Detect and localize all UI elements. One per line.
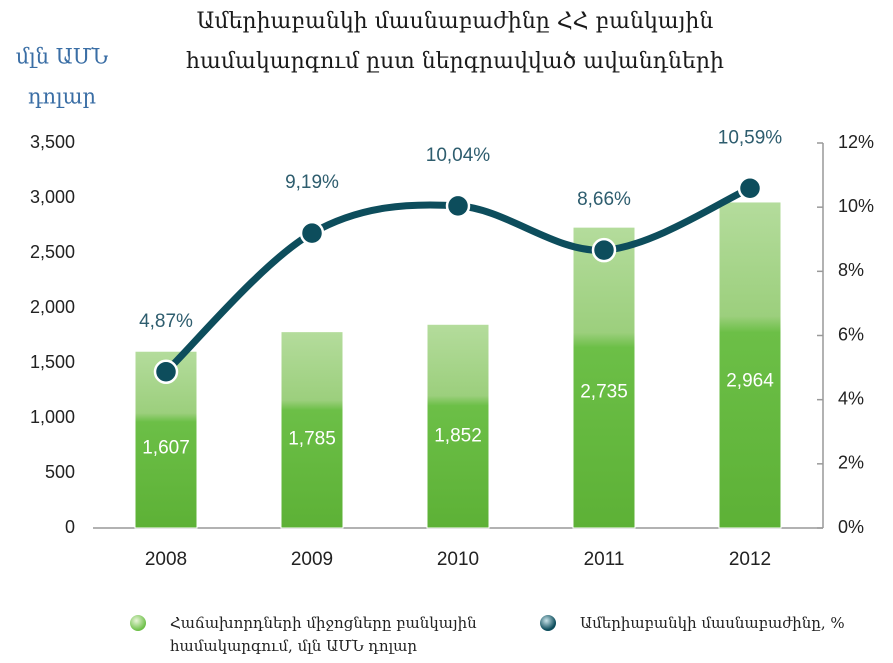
y2-tick-label: 12% — [838, 132, 874, 152]
y-axis-label: մլն ԱՄՆ — [16, 45, 109, 69]
line-marker — [445, 193, 471, 219]
legend-item: Հաճախորդների միջոցները բանկային համակարգ… — [130, 612, 510, 658]
y-tick-label: 1,000 — [30, 407, 75, 427]
bar — [718, 201, 782, 529]
x-tick-label: 2011 — [584, 549, 625, 570]
line-value-label: 10,04% — [426, 145, 491, 166]
bar — [426, 323, 490, 529]
x-tick-label: 2010 — [437, 549, 479, 570]
chart-title: համակարգում ըստ ներգրավված ավանդների — [186, 49, 724, 74]
line-marker — [299, 220, 325, 246]
line-value-label: 9,19% — [285, 172, 339, 193]
bar-value-label: 2,964 — [726, 370, 774, 391]
y2-tick-label: 6% — [838, 324, 864, 344]
line-value-label: 10,59% — [718, 127, 783, 148]
legend-label: Հաճախորդների միջոցները բանկային համակարգ… — [170, 614, 477, 655]
x-tick-label: 2009 — [291, 549, 333, 570]
line-marker — [591, 237, 617, 263]
y-tick-label: 2,000 — [30, 297, 75, 317]
line-value-label: 8,66% — [577, 189, 631, 210]
bar-value-label: 1,785 — [288, 429, 336, 450]
legend-item: Ամերիաբանկի մասնաբաժինը, % — [540, 612, 880, 635]
bar-value-label: 1,852 — [434, 425, 482, 446]
y-axis-label: դոլար — [28, 85, 96, 109]
chart: Ամերիաբանկի մասնաբաժինը ՀՀ բանկային համա… — [16, 9, 874, 570]
line-marker — [737, 175, 763, 201]
x-tick-label: 2012 — [729, 549, 771, 570]
bar — [572, 226, 636, 529]
line-marker — [153, 359, 179, 385]
y2-tick-label: 4% — [838, 388, 864, 408]
y-tick-label: 500 — [45, 462, 75, 482]
y2-tick-label: 10% — [838, 196, 874, 216]
legend-swatch — [130, 615, 146, 631]
y-tick-label: 0 — [65, 517, 75, 537]
y-tick-label: 3,000 — [30, 187, 75, 207]
y-tick-label: 3,500 — [30, 132, 75, 152]
bar-value-label: 1,607 — [142, 437, 190, 458]
chart-title: Ամերիաբանկի մասնաբաժինը ՀՀ բանկային — [197, 9, 714, 34]
line-value-label: 4,87% — [139, 311, 193, 332]
y-tick-label: 1,500 — [30, 352, 75, 372]
y2-tick-label: 0% — [838, 517, 864, 537]
legend-label: Ամերիաբանկի մասնաբաժինը, % — [580, 614, 845, 632]
legend-swatch — [540, 615, 556, 631]
y2-tick-label: 8% — [838, 260, 864, 280]
y-tick-label: 2,500 — [30, 242, 75, 262]
y2-tick-label: 2% — [838, 453, 864, 473]
bar-value-label: 2,735 — [580, 382, 628, 403]
bar — [280, 331, 344, 529]
x-tick-label: 2008 — [145, 549, 187, 570]
